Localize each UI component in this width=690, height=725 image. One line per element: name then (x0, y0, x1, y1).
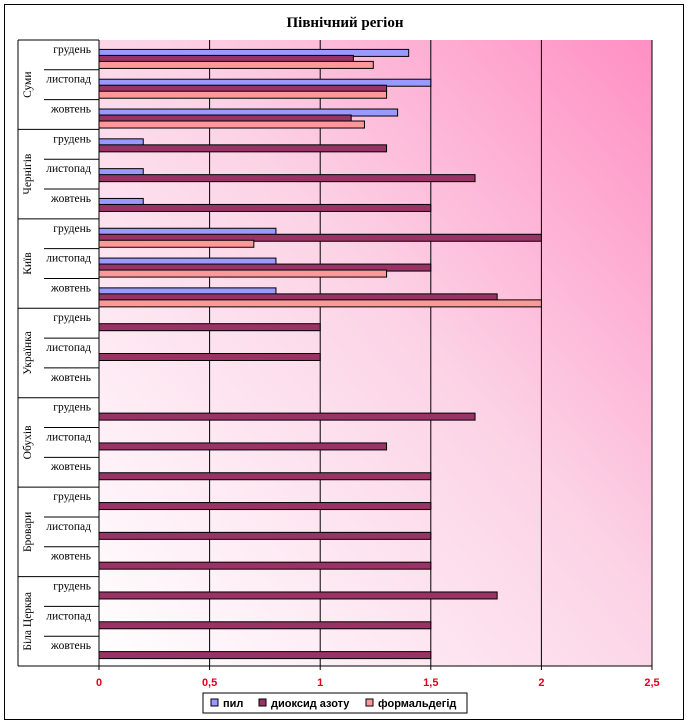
x-tick-label: 0,5 (202, 677, 217, 689)
bar-формальдегід (98, 299, 542, 308)
bar-формальдегід (98, 269, 388, 278)
category-label: жовтень (50, 461, 91, 473)
group-label: Суми (22, 72, 34, 98)
category-label: жовтень (50, 640, 91, 652)
legend-box (202, 692, 468, 714)
bar-диоксид-азоту (98, 203, 432, 212)
x-tick-labels: 0 0,5 1 1,5 2 2,5 (96, 677, 660, 689)
legend-label: формальдегід (378, 698, 456, 710)
bar-формальдегід (98, 120, 365, 129)
category-label: листопад (46, 431, 91, 443)
x-tick-label: 1 (317, 677, 323, 689)
category-label: жовтень (50, 551, 91, 563)
category-label: листопад (46, 342, 91, 354)
category-label: жовтень (50, 372, 91, 384)
category-label: грудень (53, 312, 91, 324)
group-label: Київ (22, 252, 34, 275)
category-label: грудень (53, 491, 91, 503)
group-label: Бровари (22, 512, 34, 552)
bar-формальдегід (98, 90, 388, 99)
bar-диоксид-азоту (98, 412, 476, 421)
bar-диоксид-азоту (98, 144, 388, 153)
legend-swatch (258, 698, 267, 707)
x-tick-label: 2,5 (644, 677, 659, 689)
chart-title: Північний регіон (286, 15, 403, 31)
category-label: грудень (53, 223, 91, 235)
bar-формальдегід (98, 60, 374, 69)
legend-label: пил (223, 698, 243, 710)
category-label: жовтень (50, 193, 91, 205)
group-label: Обухів (22, 425, 34, 459)
bars (98, 48, 542, 660)
legend-swatch (365, 698, 374, 707)
bar-диоксид-азоту (98, 472, 432, 481)
group-label: Українка (22, 331, 34, 374)
category-label: листопад (46, 253, 91, 265)
category-label: листопад (46, 74, 91, 86)
legend: пил диоксид азоту формальдегід (202, 692, 468, 714)
category-label: листопад (46, 163, 91, 175)
category-label: листопад (46, 521, 91, 533)
x-tick-label: 1,5 (423, 677, 438, 689)
bar-диоксид-азоту (98, 531, 432, 540)
x-tick-label: 0 (96, 677, 102, 689)
group-label: Чернігів (22, 153, 34, 195)
bar-диоксид-азоту (98, 442, 388, 451)
legend-swatch (210, 698, 219, 707)
legend-label: диоксид азоту (271, 698, 350, 710)
x-tick-label: 2 (538, 677, 544, 689)
bar-диоксид-азоту (98, 561, 432, 570)
bar-диоксид-азоту (98, 323, 321, 332)
group-label: Біла Церква (22, 592, 34, 651)
bar-диоксид-азоту (98, 174, 476, 183)
bar-диоксид-азоту (98, 621, 432, 630)
bar-диоксид-азоту (98, 233, 542, 242)
category-labels: грудень листопад жовтень Суми грудень листопа… (17, 39, 99, 667)
bar-диоксид-азоту (98, 651, 432, 660)
category-label: грудень (53, 580, 91, 592)
category-label: грудень (53, 133, 91, 145)
category-label: грудень (53, 402, 91, 414)
category-label: жовтень (50, 282, 91, 294)
category-label: жовтень (50, 104, 91, 116)
bar-диоксид-азоту (98, 591, 498, 600)
chart-frame (4, 4, 684, 720)
bar-формальдегід (98, 239, 255, 248)
category-label: грудень (53, 44, 91, 56)
category-label: листопад (46, 610, 91, 622)
bar-диоксид-азоту (98, 353, 321, 361)
bar-диоксид-азоту (98, 502, 432, 511)
